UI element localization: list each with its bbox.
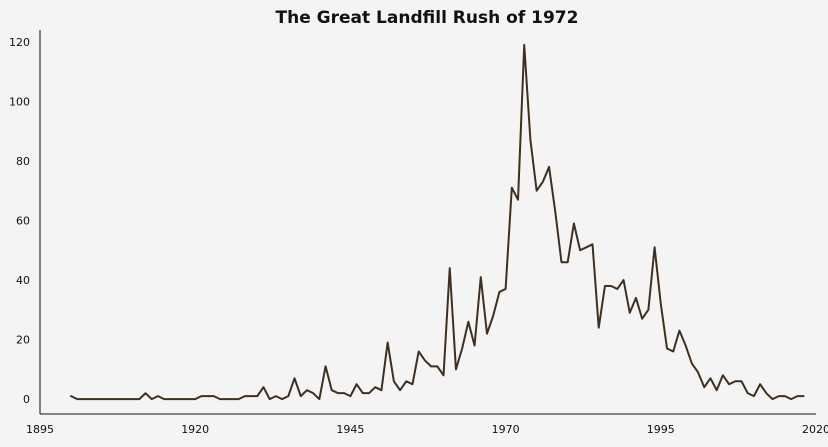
x-tick-label: 1895 [26, 423, 54, 436]
y-tick-label: 80 [16, 155, 30, 168]
y-tick-label: 0 [23, 393, 30, 406]
axes [39, 30, 816, 415]
y-tick-label: 120 [9, 36, 30, 49]
y-tick-label: 40 [16, 274, 30, 287]
series-line-0 [70, 43, 805, 401]
x-tick-label: 1995 [647, 423, 675, 436]
chart-title: The Great Landfill Rush of 1972 [276, 8, 579, 28]
y-tick-label: 60 [16, 215, 30, 228]
y-tick-label: 20 [16, 334, 30, 347]
x-tick-label: 2020 [802, 423, 828, 436]
series-layer [70, 43, 805, 401]
x-tick-label: 1970 [492, 423, 520, 436]
y-tick-label: 100 [9, 95, 30, 108]
tick-labels: 1895 1920 1945 1970 1995 2020 0 20 40 60 80 100 120 [9, 36, 828, 436]
x-tick-label: 1945 [336, 423, 364, 436]
x-tick-label: 1920 [181, 423, 209, 436]
